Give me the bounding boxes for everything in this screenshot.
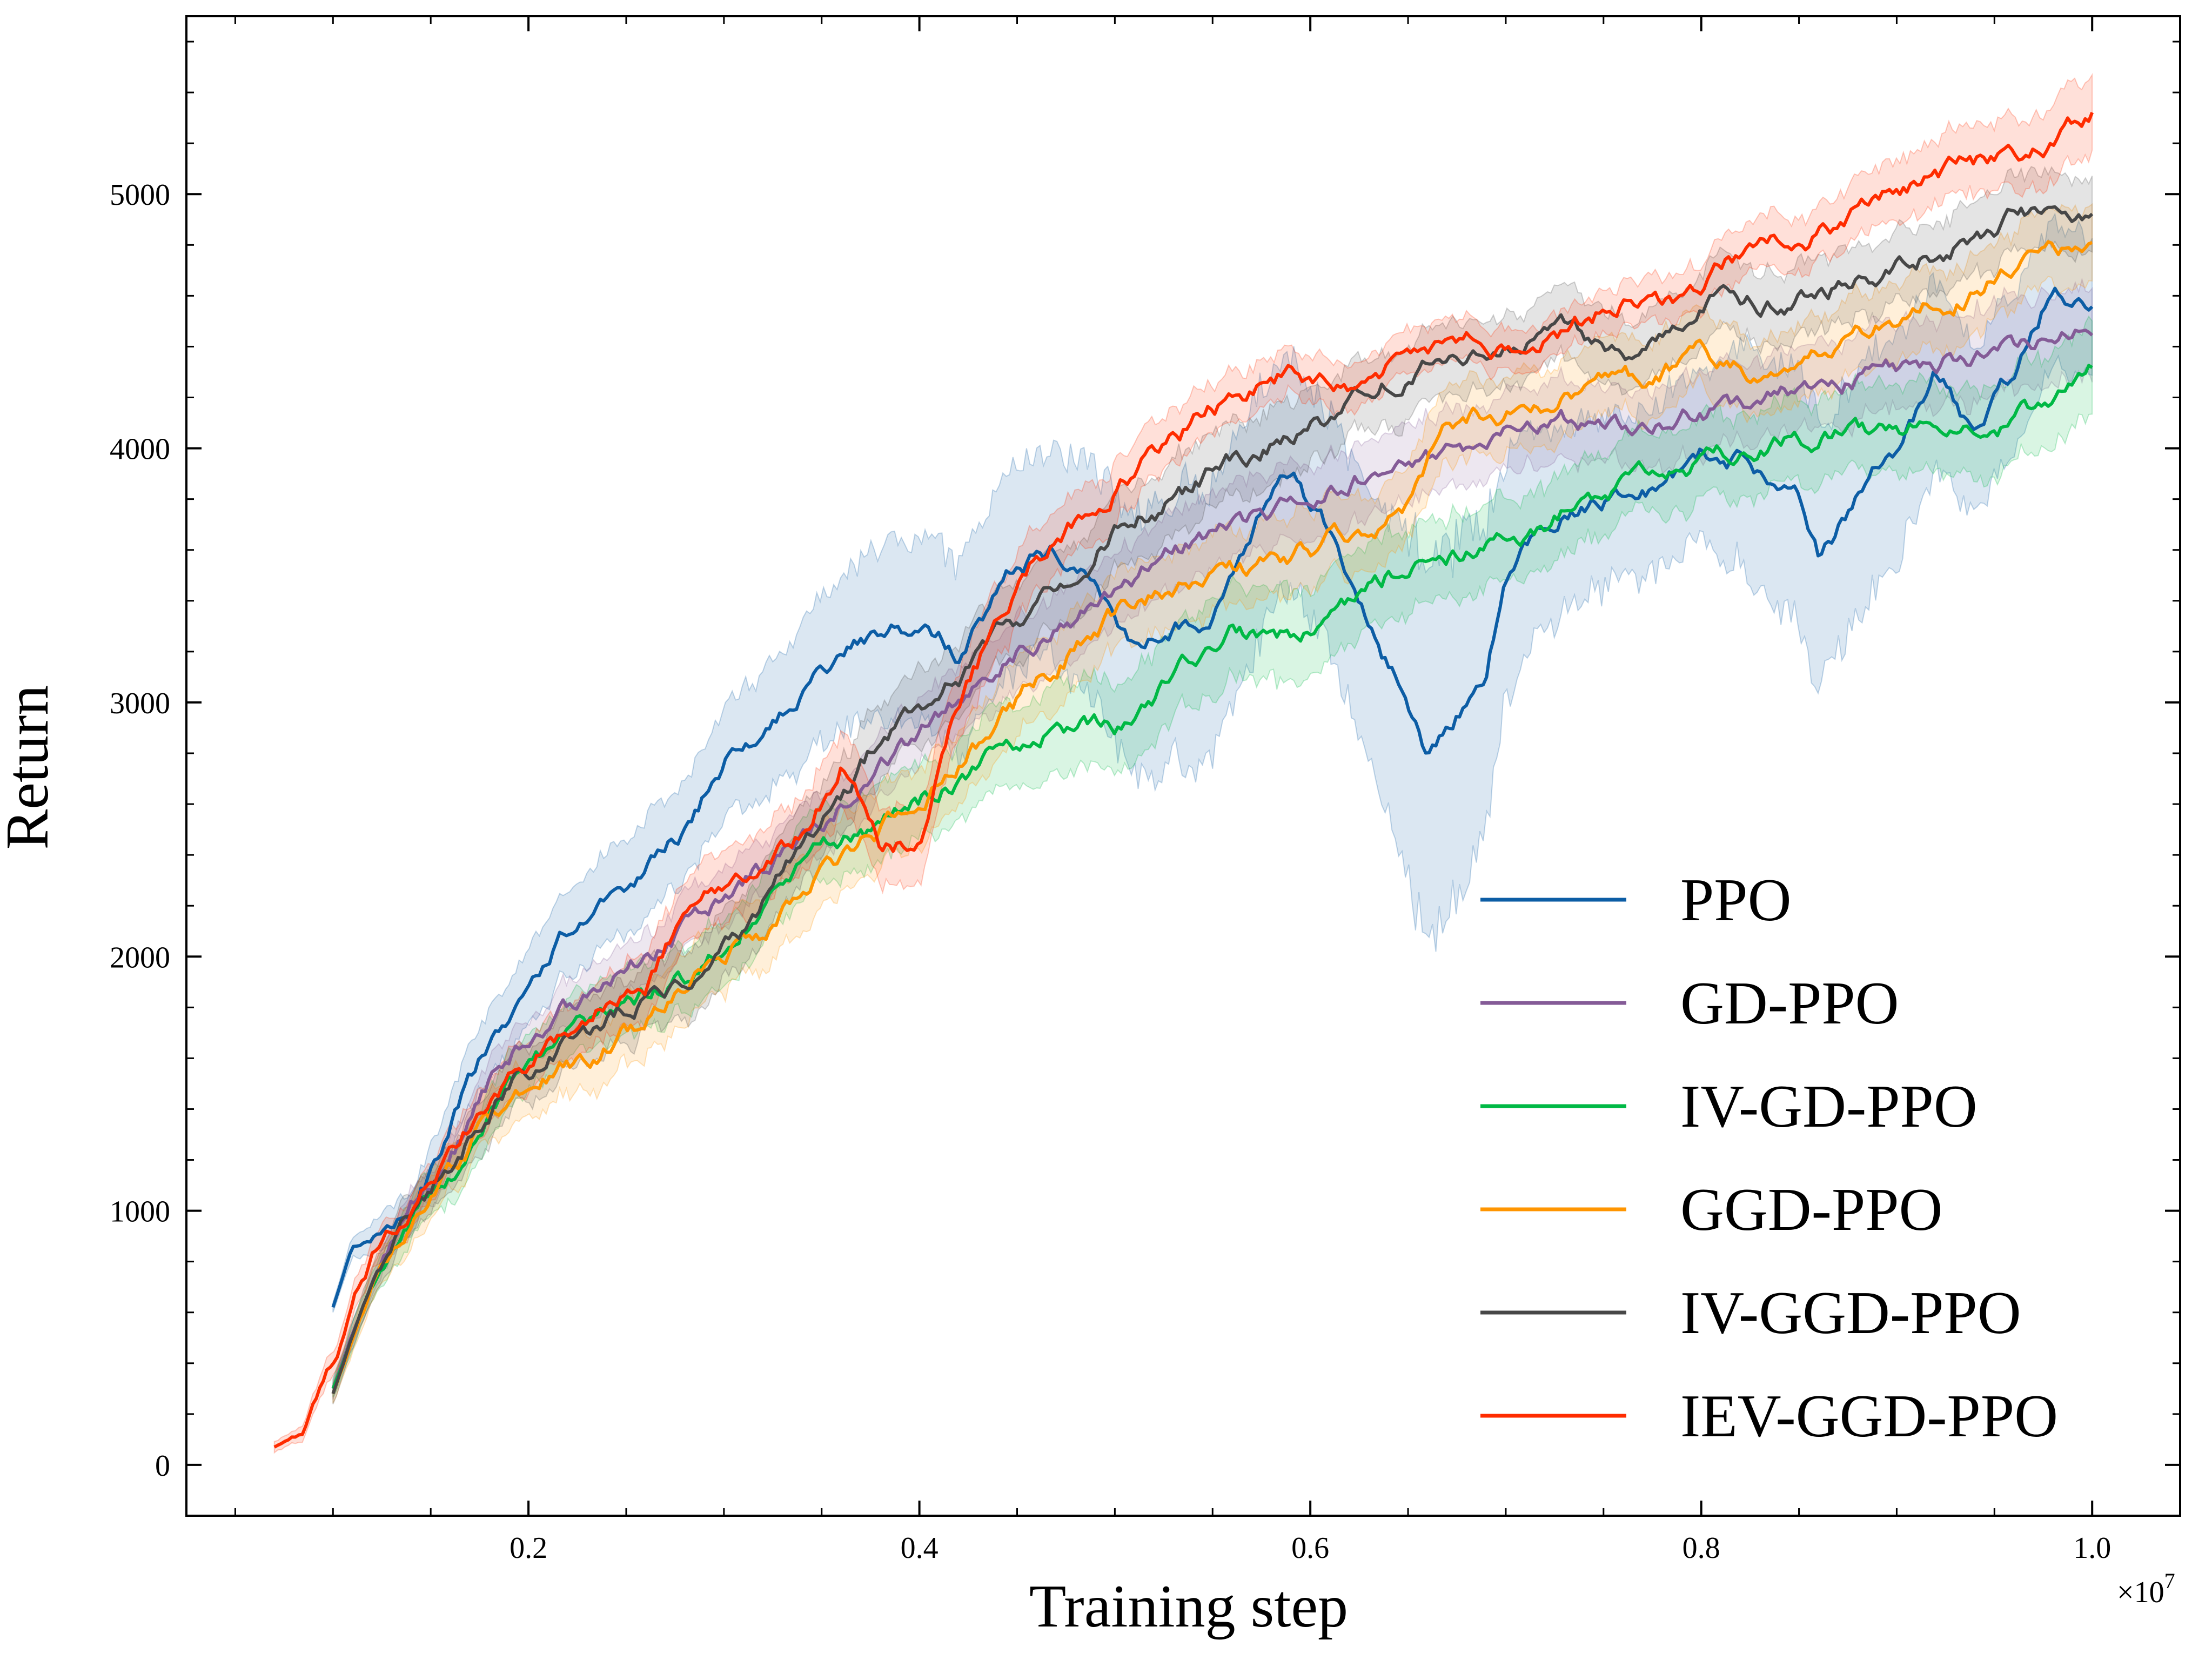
series-line-gd-ppo bbox=[331, 329, 2094, 1389]
legend-label-gd-ppo: GD-PPO bbox=[1680, 970, 1899, 1037]
series-line-ggd-ppo bbox=[331, 240, 2093, 1395]
band-iv-ggd-ppo bbox=[332, 166, 2093, 1404]
series-lines bbox=[273, 111, 2094, 1449]
y-tick-label: 2000 bbox=[110, 941, 170, 974]
x-tick-label: 1.0 bbox=[2073, 1531, 2111, 1565]
y-tick-label: 5000 bbox=[110, 178, 170, 212]
y-tick-label: 1000 bbox=[110, 1195, 170, 1229]
x-tick-label: 0.4 bbox=[901, 1531, 939, 1565]
series-line-iv-ggd-ppo bbox=[331, 205, 2094, 1395]
legend-label-iv-ggd-ppo: IV-GGD-PPO bbox=[1680, 1280, 2021, 1347]
legend-label-iv-gd-ppo: IV-GD-PPO bbox=[1680, 1073, 1978, 1140]
x-axis-multiplier: ×107 bbox=[2117, 1569, 2175, 1609]
band-ggd-ppo bbox=[332, 203, 2093, 1404]
x-multiplier-exponent: 7 bbox=[2164, 1569, 2175, 1593]
legend: PPO GD-PPO IV-GD-PPO GGD-PPO IV-GGD-PPO IEV-G… bbox=[1480, 867, 2058, 1450]
band-iev-ggd-ppo bbox=[273, 72, 2093, 1454]
y-tick-label: 3000 bbox=[110, 687, 170, 720]
band-gd-ppo bbox=[332, 277, 2093, 1400]
y-tick-label: 0 bbox=[155, 1449, 170, 1483]
x-tick-label: 0.6 bbox=[1291, 1531, 1329, 1565]
plot-frame bbox=[185, 15, 2181, 1517]
legend-label-iev-ggd-ppo: IEV-GGD-PPO bbox=[1680, 1383, 2058, 1450]
axis-ticks: 0.2 0.4 0.6 0.8 1.0 0 1000 2000 3000 4000 5000 bbox=[110, 16, 2180, 1565]
y-tick-label: 4000 bbox=[110, 433, 170, 466]
series-line-iev-ggd-ppo bbox=[273, 111, 2094, 1449]
legend-label-ggd-ppo: GGD-PPO bbox=[1680, 1176, 1942, 1243]
series-line-iv-gd-ppo bbox=[331, 364, 2093, 1389]
x-tick-label: 0.2 bbox=[510, 1531, 547, 1565]
x-multiplier-base: ×10 bbox=[2117, 1576, 2164, 1609]
x-axis-label: Training step bbox=[1029, 1573, 1348, 1640]
x-tick-label: 0.8 bbox=[1683, 1531, 1720, 1565]
legend-label-ppo: PPO bbox=[1680, 867, 1791, 934]
series-line-ppo bbox=[331, 286, 2094, 1308]
y-axis-label: Return bbox=[0, 685, 61, 850]
